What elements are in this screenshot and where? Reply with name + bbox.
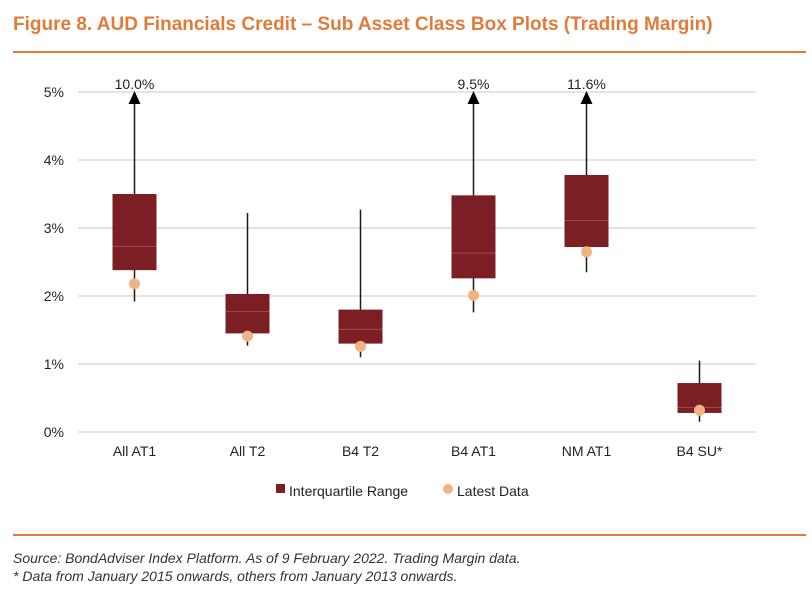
footer-divider	[13, 534, 806, 536]
box-group-b4-at1: 9.5%	[451, 76, 496, 313]
x-tick-label: All AT1	[113, 443, 157, 459]
source-note: Source: BondAdviser Index Platform. As o…	[13, 549, 520, 585]
box-group-all-at1: 10.0%	[112, 76, 157, 302]
x-tick-label: B4 SU*	[677, 443, 723, 459]
latest-data-point	[468, 289, 479, 301]
legend-latest-swatch	[443, 484, 453, 494]
max-value-label: 9.5%	[458, 76, 490, 92]
latest-data-point	[129, 278, 140, 290]
y-tick-label: 4%	[44, 152, 64, 168]
max-value-label: 11.6%	[567, 76, 606, 92]
iqr-box	[451, 195, 496, 279]
iqr-box	[112, 194, 157, 271]
max-arrow	[128, 91, 141, 104]
x-tick-label: B4 AT1	[451, 443, 496, 459]
box-group-b4-su-	[677, 360, 722, 422]
box-group-all-t2	[225, 213, 270, 346]
x-tick-label: All T2	[230, 443, 266, 459]
x-tick-label: NM AT1	[562, 443, 612, 459]
y-tick-label: 5%	[44, 84, 64, 100]
y-tick-label: 1%	[44, 356, 64, 372]
y-tick-label: 2%	[44, 288, 64, 304]
box-group-b4-t2	[338, 209, 383, 358]
max-arrow	[467, 91, 480, 104]
box-group-nm-at1: 11.6%	[564, 76, 609, 273]
iqr-box	[338, 309, 383, 344]
legend-iqr-label: Interquartile Range	[289, 483, 408, 499]
latest-data-point	[242, 330, 253, 342]
latest-data-point	[694, 404, 705, 416]
y-tick-label: 0%	[44, 424, 64, 440]
y-tick-label: 3%	[44, 220, 64, 236]
legend-iqr-swatch	[276, 484, 285, 493]
legend-latest-label: Latest Data	[457, 483, 529, 499]
max-arrow	[580, 91, 593, 104]
source-text: Source: BondAdviser Index Platform. As o…	[13, 550, 521, 566]
latest-data-point	[581, 246, 592, 258]
max-value-label: 10.0%	[115, 76, 155, 92]
iqr-box	[564, 174, 609, 248]
figure-title: Figure 8. AUD Financials Credit – Sub As…	[13, 14, 713, 35]
footnote-text: * Data from January 2015 onwards, others…	[13, 568, 458, 584]
iqr-box	[225, 293, 270, 334]
x-tick-label: B4 T2	[342, 443, 379, 459]
latest-data-point	[355, 340, 366, 352]
title-divider	[13, 51, 806, 53]
